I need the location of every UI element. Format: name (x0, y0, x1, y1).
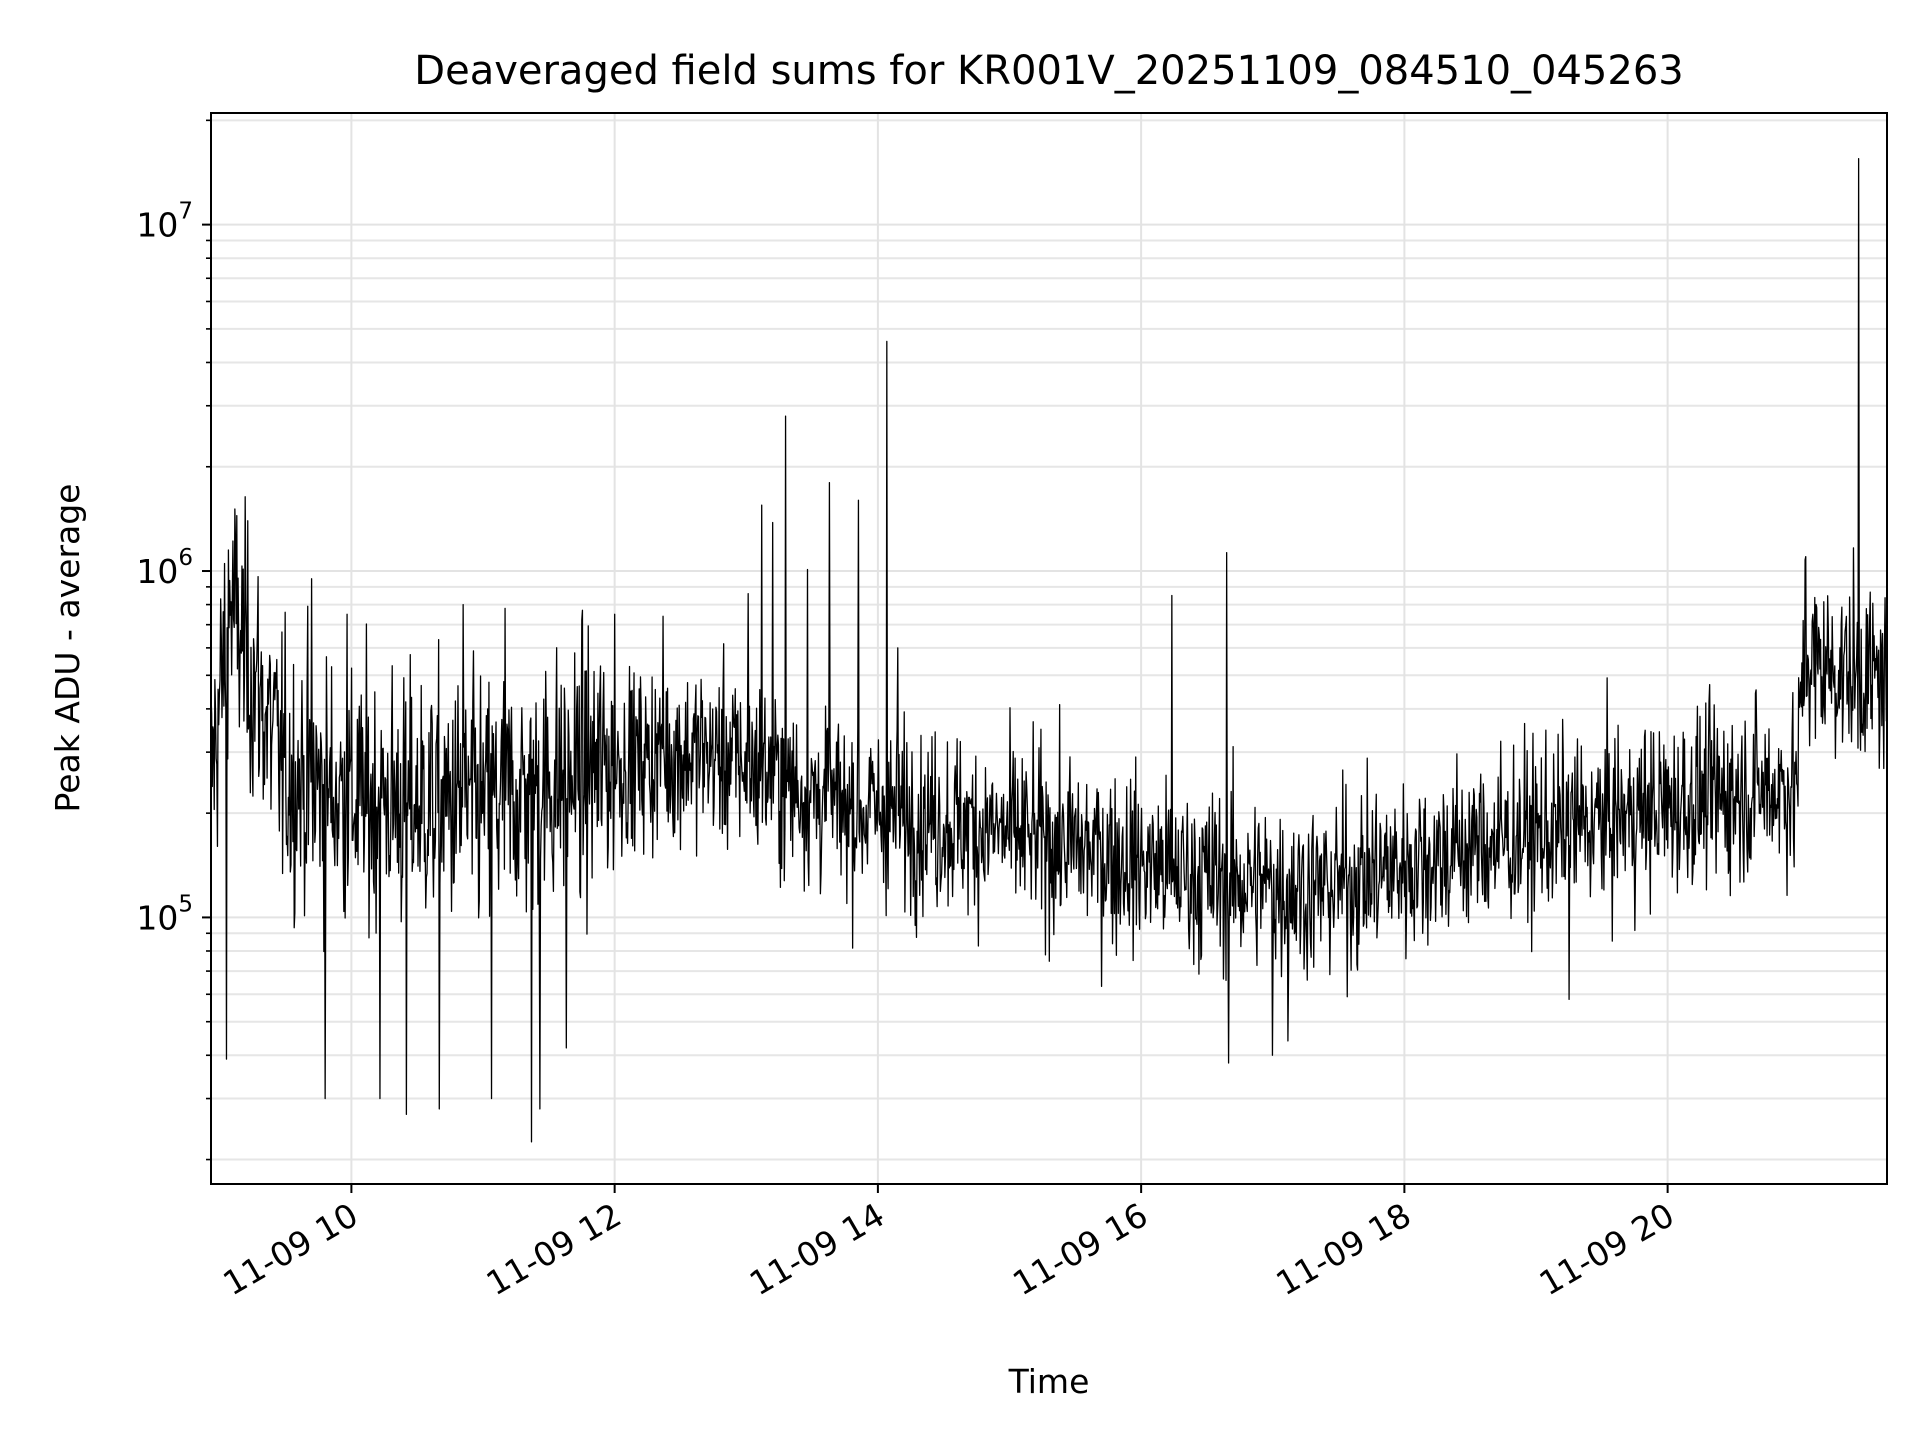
y-tick-label: 105 (136, 891, 193, 937)
y-tick-label: 106 (136, 545, 193, 591)
y-axis-label: Peak ADU - average (48, 484, 87, 813)
series-line (210, 158, 1888, 1143)
series-layer (210, 158, 1888, 1143)
y-tick-label: 107 (136, 199, 193, 245)
x-axis-label: Time (1008, 1362, 1090, 1401)
chart-title: Deaveraged field sums for KR001V_2025110… (414, 48, 1683, 94)
y-axis: 105 106 107 (136, 119, 211, 1161)
